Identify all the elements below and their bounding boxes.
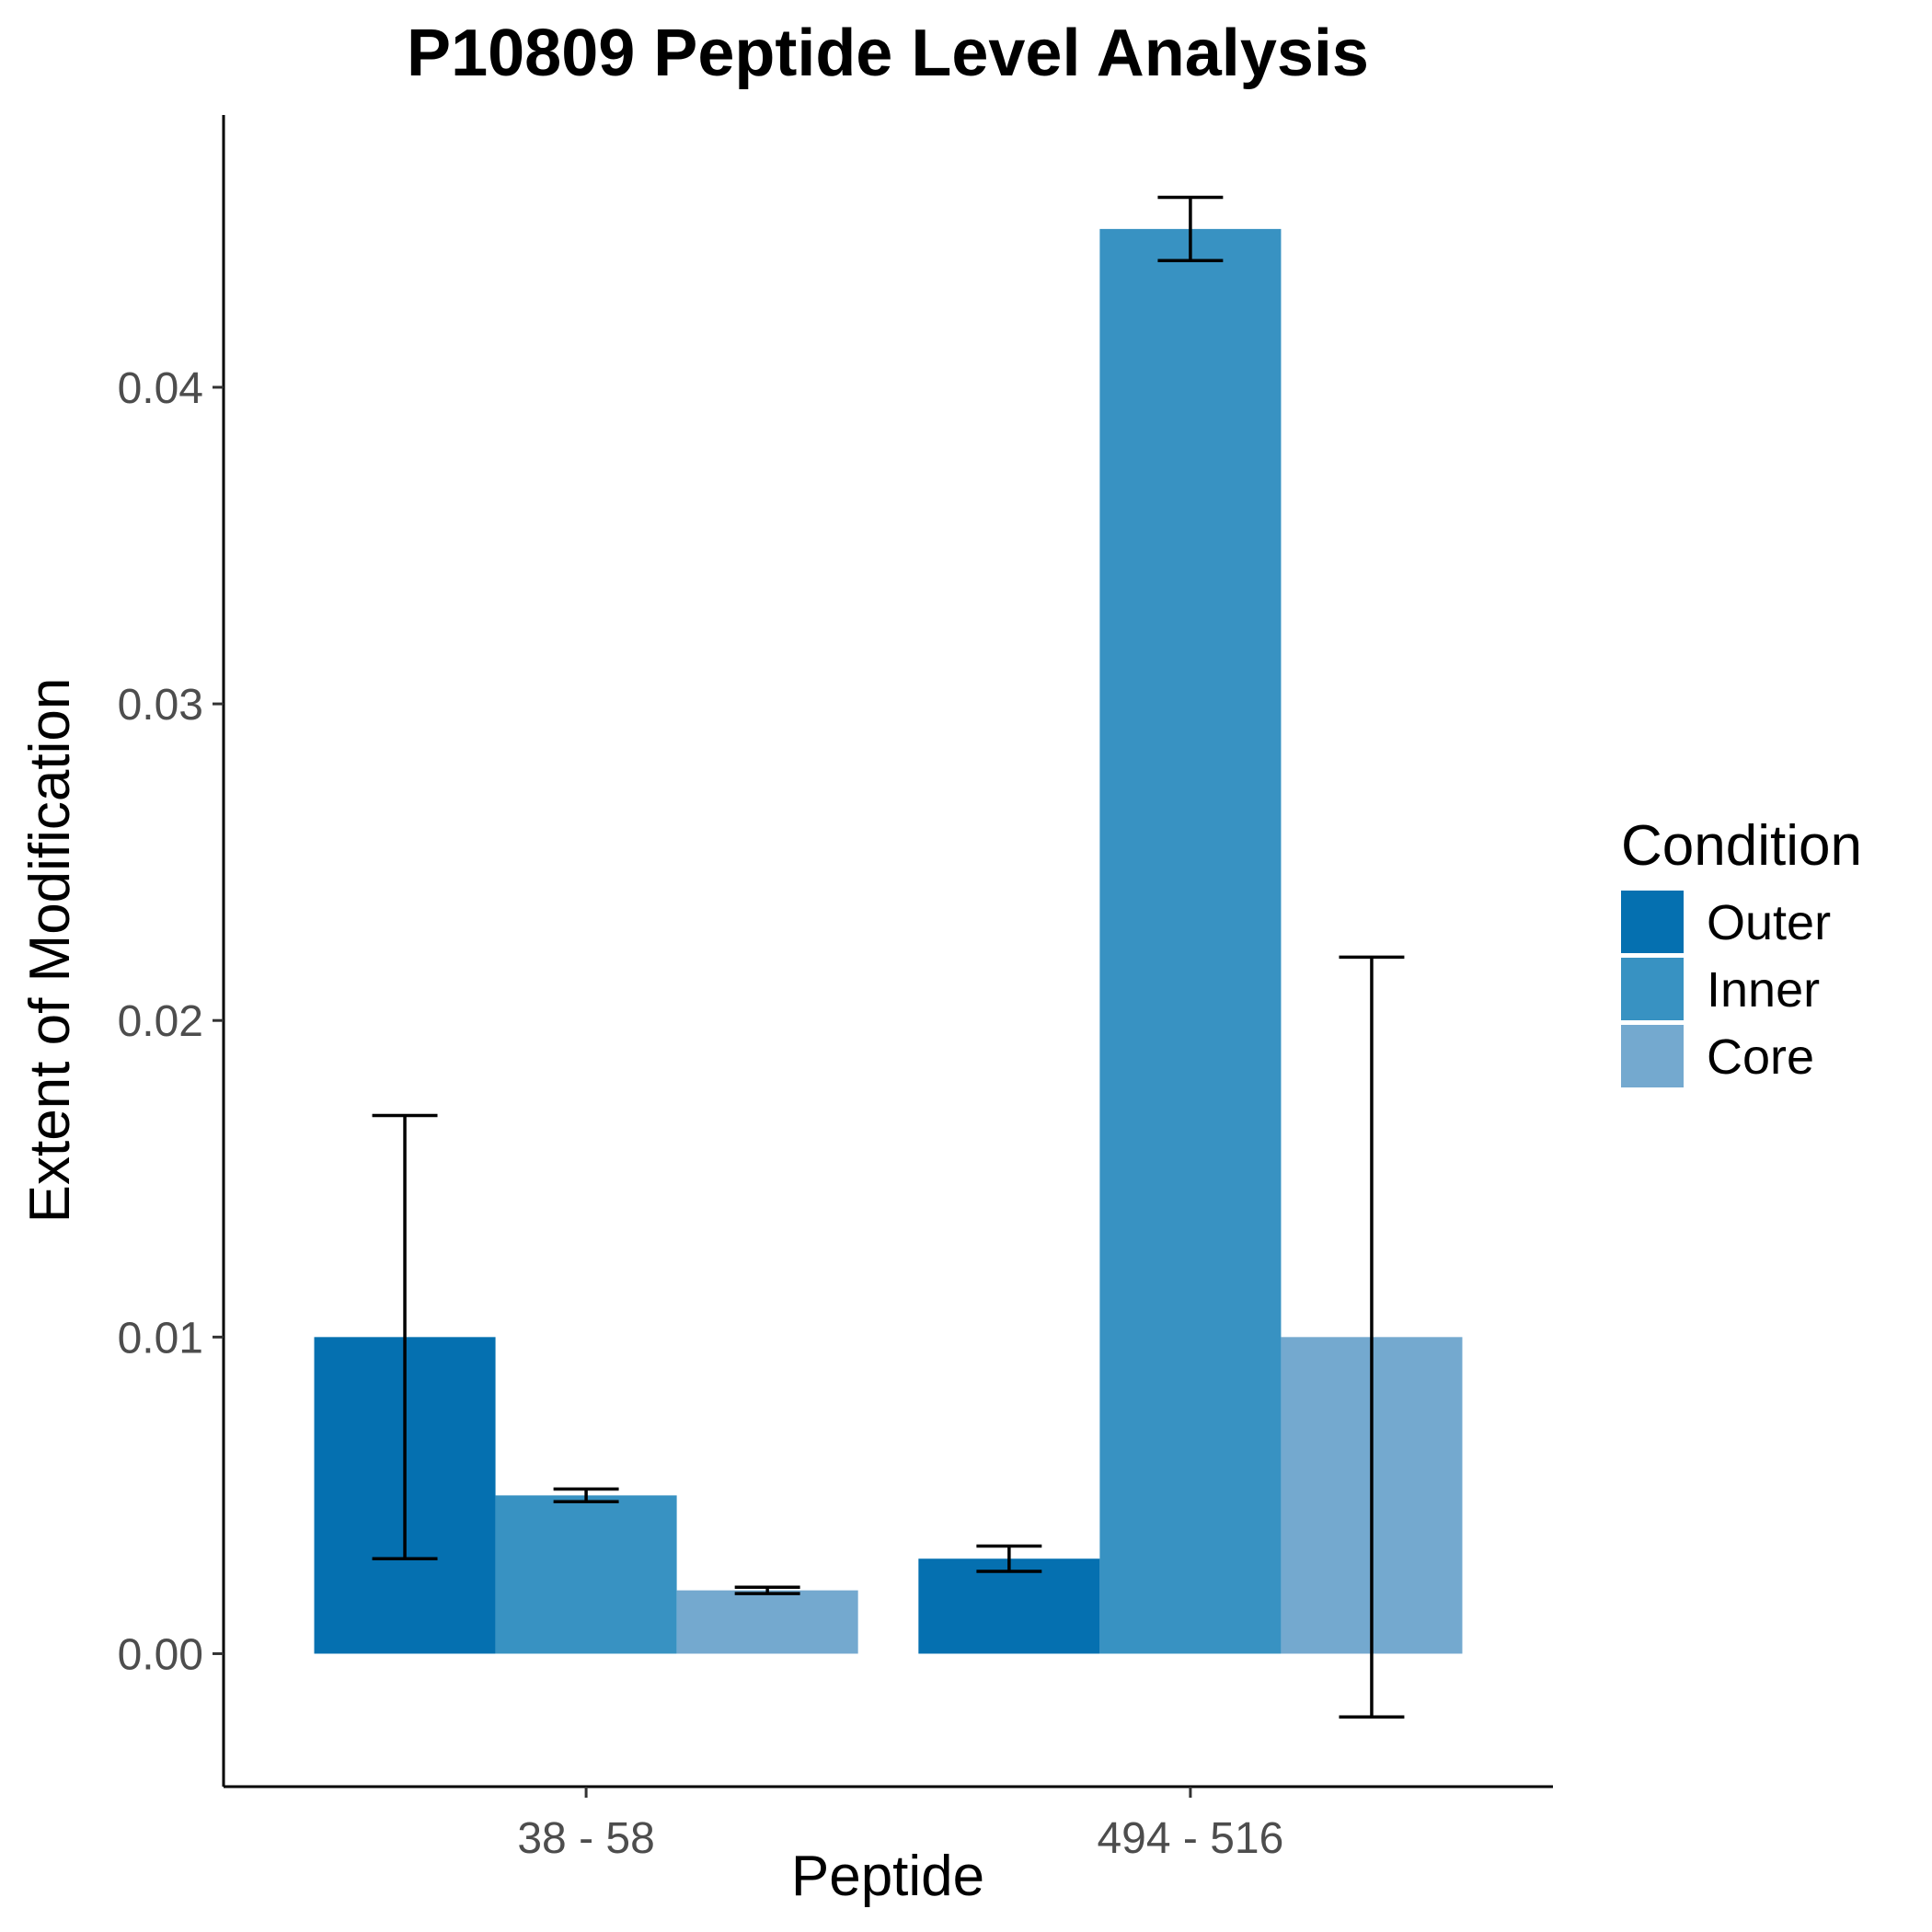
bar-outer-1 (918, 1558, 1100, 1654)
error-bar-outer-1 (976, 1544, 1042, 1573)
legend-swatch-inner (1621, 958, 1684, 1020)
legend-swatch-outer (1621, 891, 1684, 953)
x-tick-label: 494 - 516 (1097, 1814, 1283, 1863)
bar-inner-0 (495, 1495, 677, 1654)
legend-items: Outer Inner Core (1621, 891, 1831, 1087)
legend-label-outer: Outer (1707, 895, 1831, 950)
y-tick-label: 0.01 (118, 1314, 203, 1363)
error-bar-core-0 (734, 1585, 800, 1595)
chart-title: P10809 Peptide Level Analysis (407, 17, 1369, 90)
error-bars (372, 195, 1405, 1719)
error-bar-core-1 (1339, 955, 1405, 1719)
legend: Condition Outer Inner Core (1621, 814, 1862, 1087)
legend-swatch-core (1621, 1025, 1684, 1087)
y-tick-label: 0.02 (118, 997, 203, 1046)
bar-core-0 (676, 1590, 858, 1654)
y-axis-title: Extent of Modification (18, 678, 82, 1224)
legend-title: Condition (1621, 814, 1862, 878)
plot-area: 0.00 0.01 0.02 0.03 0.04 38 - 58 494 - 516 (118, 115, 1553, 1863)
bars (314, 228, 1463, 1654)
y-tick-label: 0.03 (118, 681, 203, 730)
error-bar-inner-0 (553, 1487, 619, 1504)
legend-label-core: Core (1707, 1029, 1814, 1085)
x-axis-ticks: 38 - 58 494 - 516 (517, 1787, 1283, 1863)
error-bar-inner-1 (1157, 195, 1224, 263)
bar-inner-1 (1099, 228, 1282, 1654)
x-tick-label: 38 - 58 (517, 1814, 654, 1863)
legend-label-inner: Inner (1707, 962, 1820, 1018)
y-tick-label: 0.04 (118, 364, 203, 413)
y-tick-label: 0.00 (118, 1630, 203, 1679)
error-bar-outer-0 (372, 1113, 438, 1560)
y-axis-ticks: 0.00 0.01 0.02 0.03 0.04 (118, 364, 224, 1679)
x-axis-title: Peptide (791, 1845, 984, 1908)
